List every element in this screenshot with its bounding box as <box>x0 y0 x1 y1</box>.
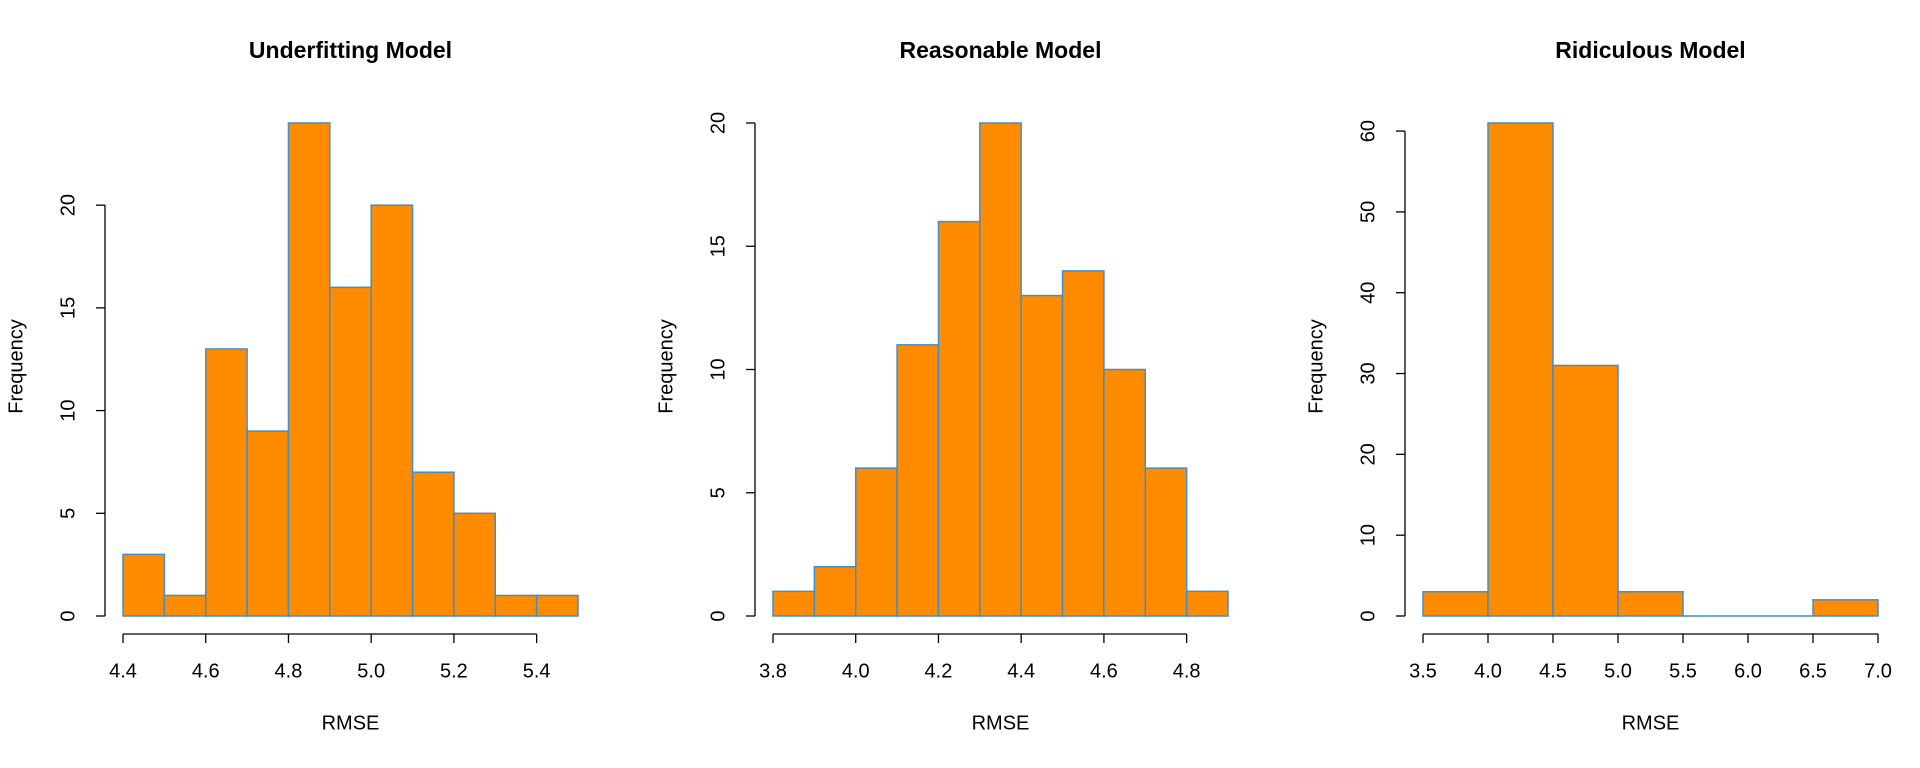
bar <box>453 512 497 617</box>
x-tick-label: 5.2 <box>440 660 468 682</box>
x-tick-label: 4.8 <box>275 660 303 682</box>
y-tick-label: 15 <box>707 235 729 257</box>
bar <box>1103 368 1147 617</box>
y-tick-label: 0 <box>707 610 729 621</box>
bar <box>535 594 579 617</box>
x-tick-label: 4.0 <box>842 660 870 682</box>
chart-title: Reasonable Model <box>900 37 1102 63</box>
x-axis-label: RMSE <box>972 712 1030 734</box>
bar <box>1617 591 1684 617</box>
x-tick-label: 5.5 <box>1669 660 1697 682</box>
bar <box>494 594 538 617</box>
bar <box>204 348 248 617</box>
bar <box>1144 467 1188 617</box>
x-tick-label: 4.8 <box>1173 660 1201 682</box>
x-tick-label: 5.4 <box>523 660 551 682</box>
x-tick-label: 5.0 <box>357 660 385 682</box>
y-tick-label: 40 <box>1357 282 1379 304</box>
x-tick-label: 6.5 <box>1799 660 1827 682</box>
bar <box>370 204 414 617</box>
x-tick-label: 4.0 <box>1474 660 1502 682</box>
bar <box>122 553 166 617</box>
y-tick-label: 10 <box>57 399 79 421</box>
x-tick-label: 6.0 <box>1734 660 1762 682</box>
x-tick-label: 3.8 <box>759 660 787 682</box>
chart-title: Underfitting Model <box>249 37 452 63</box>
bar <box>411 471 455 617</box>
x-axis-label: RMSE <box>1622 712 1680 734</box>
bar <box>1812 599 1879 617</box>
y-tick-label: 20 <box>707 112 729 134</box>
x-tick-label: 3.5 <box>1409 660 1437 682</box>
y-tick-label: 20 <box>1357 443 1379 465</box>
bar <box>813 565 857 617</box>
bar <box>772 590 816 617</box>
y-tick-label: 60 <box>1357 120 1379 142</box>
bar <box>1185 590 1229 617</box>
y-tick-label: 0 <box>57 610 79 621</box>
y-tick-label: 5 <box>57 508 79 519</box>
bar <box>854 467 898 617</box>
x-tick-label: 4.6 <box>1090 660 1118 682</box>
x-tick-label: 7.0 <box>1864 660 1892 682</box>
y-axis-label: Frequency <box>5 319 27 414</box>
y-tick-label: 50 <box>1357 201 1379 223</box>
bar <box>287 122 331 617</box>
bar <box>896 344 940 617</box>
y-axis-label: Frequency <box>1305 319 1327 414</box>
y-tick-label: 20 <box>57 194 79 216</box>
bar <box>246 430 290 617</box>
x-tick-label: 4.4 <box>1007 660 1035 682</box>
x-axis-label: RMSE <box>322 712 380 734</box>
y-axis-label: Frequency <box>655 319 677 414</box>
x-tick-label: 4.5 <box>1539 660 1567 682</box>
y-tick-label: 30 <box>1357 362 1379 384</box>
x-tick-label: 4.2 <box>925 660 953 682</box>
bar <box>329 286 372 617</box>
y-tick-label: 10 <box>1357 524 1379 546</box>
bar <box>979 122 1022 617</box>
x-tick-label: 5.0 <box>1604 660 1632 682</box>
x-tick-label: 4.6 <box>192 660 220 682</box>
bar <box>1487 122 1554 617</box>
y-tick-label: 10 <box>707 358 729 380</box>
chart-title: Ridiculous Model <box>1555 37 1745 63</box>
bar <box>937 220 981 617</box>
bar <box>1061 270 1105 617</box>
bar <box>163 594 207 617</box>
bar <box>1422 591 1489 617</box>
bar <box>1020 294 1064 617</box>
y-tick-label: 5 <box>707 487 729 498</box>
y-tick-label: 15 <box>57 297 79 319</box>
bar <box>1552 364 1619 617</box>
x-tick-label: 4.4 <box>109 660 137 682</box>
y-tick-label: 0 <box>1357 610 1379 621</box>
